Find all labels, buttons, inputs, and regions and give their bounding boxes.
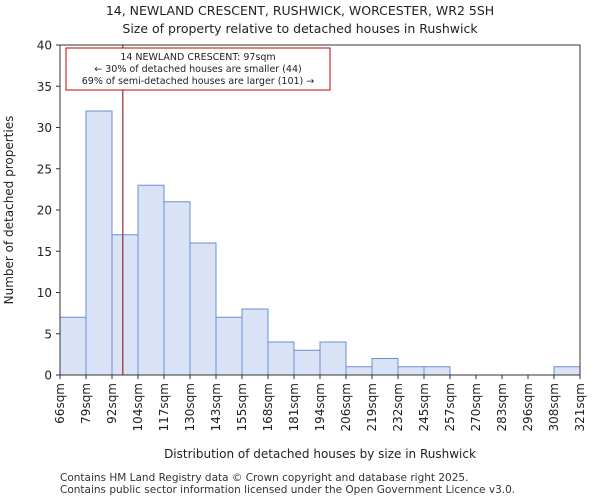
y-tick-label: 30 bbox=[37, 121, 52, 135]
annotation-line-2: ← 30% of detached houses are smaller (44… bbox=[94, 64, 301, 75]
bar-66sqm bbox=[59, 316, 87, 376]
footer-licence: Contains public sector information licen… bbox=[60, 484, 516, 496]
x-tick-label: 321sqm bbox=[573, 383, 587, 431]
bar-130sqm bbox=[189, 242, 217, 376]
y-axis-ticks: 0 5 10 15 20 25 30 35 40 bbox=[37, 39, 60, 383]
x-tick-label: 219sqm bbox=[365, 383, 379, 431]
bar-181sqm bbox=[293, 349, 321, 376]
x-tick-label: 130sqm bbox=[183, 383, 197, 431]
x-axis-label: Distribution of detached houses by size … bbox=[164, 447, 476, 461]
x-tick-label: 117sqm bbox=[157, 383, 171, 431]
x-tick-label: 92sqm bbox=[105, 383, 119, 424]
x-tick-label: 104sqm bbox=[131, 383, 145, 431]
x-tick-label: 155sqm bbox=[235, 383, 249, 431]
footer-copyright: Contains HM Land Registry data © Crown c… bbox=[60, 472, 469, 484]
annotation-line-1: 14 NEWLAND CRESCENT: 97sqm bbox=[120, 52, 275, 63]
bar-92sqm bbox=[111, 234, 139, 376]
x-tick-label: 194sqm bbox=[313, 383, 327, 431]
bar-104sqm bbox=[137, 184, 165, 376]
bar-79sqm bbox=[85, 110, 113, 376]
x-tick-label: 181sqm bbox=[287, 383, 301, 431]
bar-219sqm bbox=[371, 358, 399, 376]
chart-title-block: 14, NEWLAND CRESCENT, RUSHWICK, WORCESTE… bbox=[0, 2, 600, 38]
x-tick-label: 245sqm bbox=[417, 383, 431, 431]
x-tick-label: 206sqm bbox=[339, 383, 353, 431]
x-tick-label: 143sqm bbox=[209, 383, 223, 431]
bar-117sqm bbox=[163, 201, 191, 376]
annotation-line-3: 69% of semi-detached houses are larger (… bbox=[82, 76, 315, 87]
x-tick-label: 308sqm bbox=[547, 383, 561, 431]
y-tick-label: 20 bbox=[37, 204, 52, 218]
chart-subtitle: Size of property relative to detached ho… bbox=[122, 21, 478, 36]
y-tick-label: 35 bbox=[37, 80, 52, 94]
plot-frame bbox=[59, 44, 581, 376]
x-tick-label: 66sqm bbox=[53, 383, 67, 424]
bars-group bbox=[59, 110, 581, 376]
y-tick-label: 25 bbox=[37, 162, 52, 176]
y-tick-label: 15 bbox=[37, 245, 52, 259]
y-tick-label: 0 bbox=[44, 369, 52, 383]
annotation-box bbox=[65, 47, 331, 91]
x-tick-label: 168sqm bbox=[261, 383, 275, 431]
bar-245sqm bbox=[423, 366, 451, 376]
y-axis-label: Number of detached properties bbox=[2, 116, 16, 305]
x-tick-label: 296sqm bbox=[521, 383, 535, 431]
bar-155sqm bbox=[241, 308, 269, 376]
x-tick-label: 79sqm bbox=[79, 383, 93, 424]
y-tick-label: 40 bbox=[37, 39, 52, 53]
bar-168sqm bbox=[267, 341, 295, 376]
x-tick-label: 270sqm bbox=[469, 383, 483, 431]
bar-232sqm bbox=[397, 366, 425, 376]
bar-308sqm bbox=[553, 366, 581, 376]
x-tick-label: 283sqm bbox=[495, 383, 509, 431]
y-tick-label: 5 bbox=[44, 327, 52, 341]
x-tick-label: 232sqm bbox=[391, 383, 405, 431]
x-axis-ticks: 66sqm 79sqm 92sqm 104sqm 117sqm 130sqm 143sqm 1… bbox=[53, 375, 587, 431]
x-tick-label: 257sqm bbox=[443, 383, 457, 431]
chart-title: 14, NEWLAND CRESCENT, RUSHWICK, WORCESTE… bbox=[105, 3, 495, 18]
bar-206sqm bbox=[345, 366, 373, 376]
bar-194sqm bbox=[319, 341, 347, 376]
bar-143sqm bbox=[215, 316, 243, 376]
y-tick-label: 10 bbox=[37, 286, 52, 300]
